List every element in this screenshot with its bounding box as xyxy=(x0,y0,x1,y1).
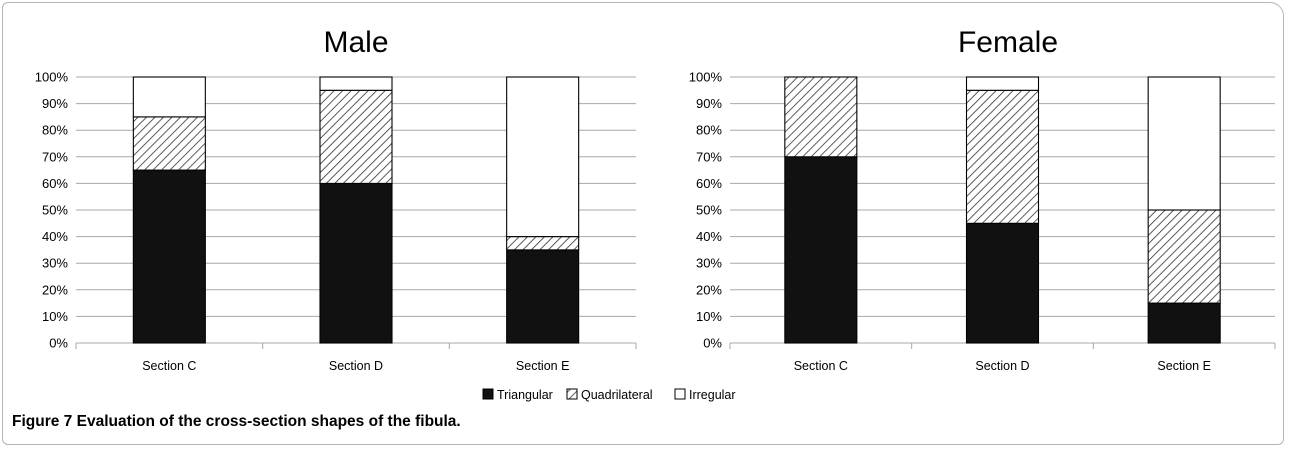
legend-swatch-irregular xyxy=(674,388,686,400)
category-label: Section E xyxy=(516,359,570,373)
category-label: Section D xyxy=(975,359,1029,373)
y-tick-label: 90% xyxy=(696,96,722,111)
legend-label: Quadrilateral xyxy=(581,388,653,402)
category-label: Section C xyxy=(142,359,196,373)
bar-segment-irregular xyxy=(506,76,580,238)
category-label: Section C xyxy=(794,359,848,373)
bar-segment-triangular xyxy=(784,156,858,344)
y-tick-label: 40% xyxy=(42,229,68,244)
y-tick-label: 100% xyxy=(689,70,723,85)
y-tick-label: 20% xyxy=(696,282,722,297)
figure-caption: Figure 7 Evaluation of the cross-section… xyxy=(12,413,461,431)
y-tick-label: 10% xyxy=(42,309,68,324)
y-tick-label: 60% xyxy=(42,176,68,191)
bar-segment-quadrilateral xyxy=(1147,209,1221,304)
bar-segment-triangular xyxy=(1147,302,1221,344)
y-tick-label: 50% xyxy=(42,203,68,218)
y-tick-label: 10% xyxy=(696,309,722,324)
bar-segment-triangular xyxy=(506,249,580,344)
charts-canvas: Male 0% 10% 20% 30% 40% 50% 60% 70% 80% 90% 100% Sec… xyxy=(35,26,1276,402)
y-tick-label: 40% xyxy=(696,229,722,244)
caption-text: Evaluation of the cross-section shapes o… xyxy=(76,413,461,430)
bar-segment-irregular xyxy=(1147,76,1221,211)
y-tick-label: 100% xyxy=(35,70,69,85)
caption-label: Figure 7 xyxy=(12,413,73,430)
y-tick-label: 30% xyxy=(42,256,68,271)
legend-swatch-quadrilateral xyxy=(566,388,578,400)
bar-segment-irregular xyxy=(132,76,206,118)
y-tick-label: 80% xyxy=(696,123,722,138)
bar-segment-quadrilateral xyxy=(319,89,393,184)
chart-title: Female xyxy=(958,26,1058,59)
category-label: Section E xyxy=(1157,359,1211,373)
y-tick-label: 70% xyxy=(42,149,68,164)
y-tick-label: 70% xyxy=(696,149,722,164)
y-tick-label: 90% xyxy=(42,96,68,111)
legend-label: Triangular xyxy=(497,388,553,402)
legend-swatch-triangular xyxy=(482,388,494,400)
y-tick-label: 50% xyxy=(696,203,722,218)
bar-segment-quadrilateral xyxy=(132,116,206,171)
y-tick-label: 0% xyxy=(49,336,68,351)
figure-frame xyxy=(2,2,1284,445)
bar-segment-irregular xyxy=(965,76,1040,91)
bar-segment-triangular xyxy=(319,182,393,344)
y-tick-label: 60% xyxy=(696,176,722,191)
bar-segment-triangular xyxy=(965,222,1040,344)
bar-segment-triangular xyxy=(132,169,206,344)
bar-segment-quadrilateral xyxy=(506,236,580,251)
category-label: Section D xyxy=(329,359,383,373)
bar-segment-quadrilateral xyxy=(965,89,1040,224)
chart-female: Female 0% 10% 20% 30% 40% 50% 60% 70% 80% 90% 100% S… xyxy=(689,26,1276,373)
bar-segment-irregular xyxy=(319,76,393,91)
y-tick-label: 80% xyxy=(42,123,68,138)
legend-label: Irregular xyxy=(689,388,736,402)
chart-title: Male xyxy=(323,26,388,59)
y-tick-label: 30% xyxy=(696,256,722,271)
y-tick-label: 0% xyxy=(703,336,722,351)
bar-segment-quadrilateral xyxy=(784,76,858,158)
y-tick-label: 20% xyxy=(42,282,68,297)
legend: Triangular Quadrilateral Irregular xyxy=(482,388,736,402)
chart-male: Male 0% 10% 20% 30% 40% 50% 60% 70% 80% 90% 100% Sec… xyxy=(35,26,637,373)
